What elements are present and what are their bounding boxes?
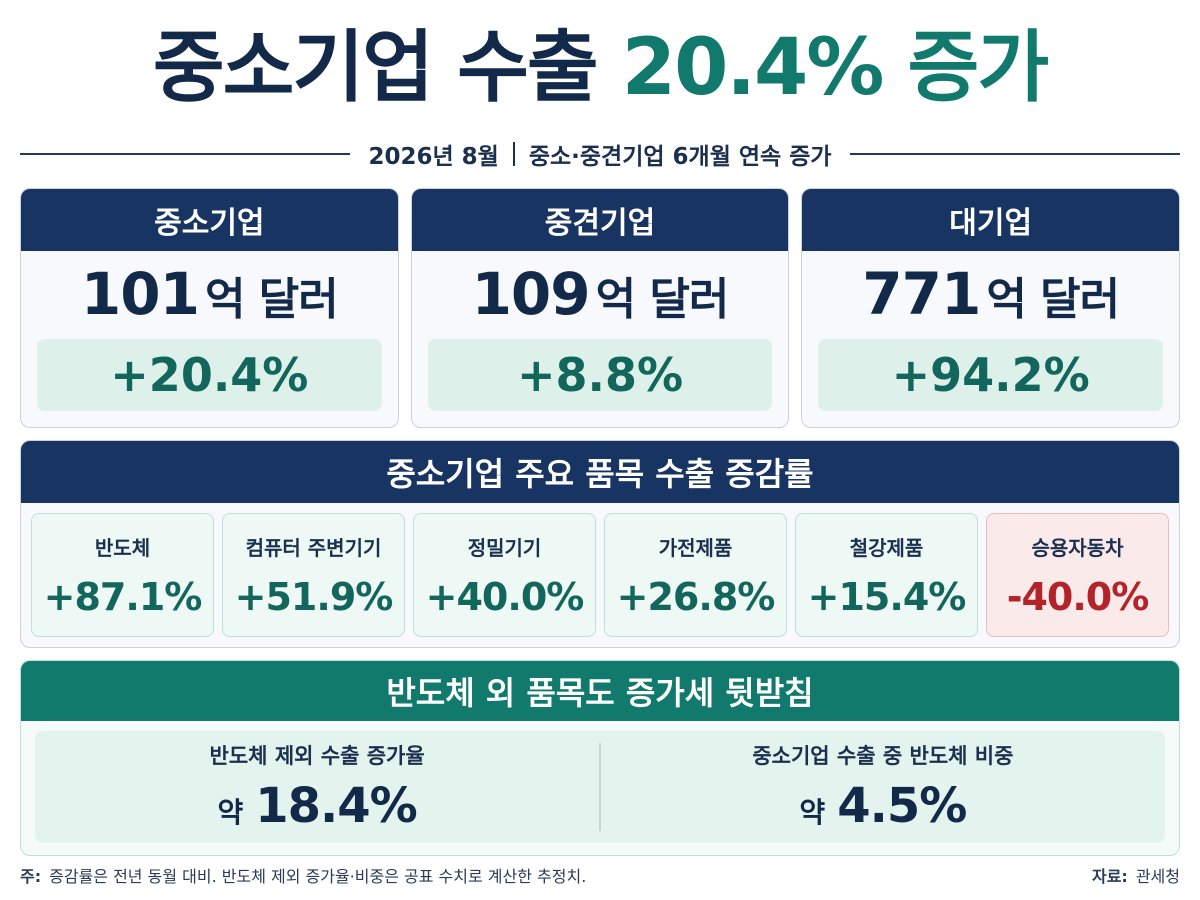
footer-note: 주: 증감률은 전년 동월 대비. 반도체 제외 증가율·비중은 공표 수치로 계… — [20, 863, 586, 887]
card-amount: 771 억 달러 — [802, 253, 1179, 341]
card-title: 중소기업 — [21, 189, 398, 251]
headline-part2: 20.4% 증가 — [621, 23, 1049, 113]
card-amount-unit: 억 달러 — [986, 274, 1120, 325]
stat-number: 4.5% — [837, 778, 967, 834]
items-title: 중소기업 주요 품목 수출 증감률 — [21, 441, 1179, 503]
item-name: 철강제품 — [849, 535, 924, 560]
footer: 주: 증감률은 전년 동월 대비. 반도체 제외 증가율·비중은 공표 수치로 계… — [20, 862, 1180, 888]
item-value: +87.1% — [43, 574, 203, 619]
item-value: +26.8% — [616, 574, 776, 619]
subline-description: 중소·중견기업 6개월 연속 증가 — [528, 144, 832, 170]
card-rate: +94.2% — [818, 339, 1164, 411]
stat-label: 중소기업 수출 중 반도체 비중 — [752, 744, 1014, 768]
card-amount-unit: 억 달러 — [595, 274, 730, 325]
card-amount: 109 억 달러 — [412, 253, 789, 341]
stat-approx: 약 — [217, 796, 244, 829]
item-card: 정밀기기 +40.0% — [413, 513, 596, 637]
stat-divider — [599, 743, 601, 831]
item-value: -40.0% — [1006, 574, 1150, 619]
item-name: 가전제품 — [658, 535, 733, 560]
item-card: 반도체 +87.1% — [31, 513, 214, 637]
stat-label: 반도체 제외 수출 증가율 — [209, 744, 425, 768]
stat-value: 약 18.4% — [217, 778, 418, 834]
card-midsize: 중견기업 109 억 달러 +8.8% — [410, 188, 790, 428]
item-card: 컴퓨터 주변기기 +51.9% — [222, 513, 405, 637]
subline-separator — [512, 142, 515, 166]
item-value: +40.0% — [425, 574, 585, 619]
item-name: 컴퓨터 주변기기 — [245, 535, 382, 560]
footer-source-label: 자료: — [1091, 867, 1128, 886]
item-name: 반도체 — [94, 535, 151, 560]
item-value: +15.4% — [807, 574, 967, 619]
stat-ex-semiconductor-growth: 반도체 제외 수출 증가율 약 18.4% — [35, 731, 599, 843]
items-panel: 중소기업 주요 품목 수출 증감률 반도체 +87.1% 컴퓨터 주변기기 +5… — [20, 440, 1180, 648]
card-rate: +20.4% — [37, 339, 382, 411]
item-card: 철강제품 +15.4% — [795, 513, 978, 637]
card-amount: 101 억 달러 — [21, 253, 398, 341]
card-amount-number: 101 — [80, 260, 200, 328]
item-value: +51.9% — [234, 574, 394, 619]
subline-rule-right — [849, 153, 1181, 155]
subline-date: 2026년 8월 — [368, 144, 499, 170]
support-body: 반도체 제외 수출 증가율 약 18.4% 중소기업 수출 중 반도체 비중 약… — [35, 731, 1165, 843]
card-sme: 중소기업 101 억 달러 +20.4% — [20, 188, 399, 428]
card-amount-number: 771 — [862, 260, 981, 328]
item-card: 가전제품 +26.8% — [604, 513, 787, 637]
footer-source: 자료: 관세청 — [1092, 863, 1180, 887]
headline-part1: 중소기업 수출 — [152, 23, 599, 113]
card-title: 대기업 — [802, 189, 1180, 251]
stat-number: 18.4% — [255, 778, 418, 834]
items-grid: 반도체 +87.1% 컴퓨터 주변기기 +51.9% 정밀기기 +40.0% 가… — [21, 503, 1179, 637]
support-title: 반도체 외 품목도 증가세 뒷받침 — [21, 661, 1179, 721]
footer-note-label: 주: — [20, 867, 42, 886]
item-card-negative: 승용자동차 -40.0% — [986, 513, 1169, 637]
stat-semiconductor-share: 중소기업 수출 중 반도체 비중 약 4.5% — [601, 731, 1165, 843]
card-large: 대기업 771 억 달러 +94.2% — [801, 188, 1181, 428]
footer-source-text: 관세청 — [1135, 867, 1180, 886]
card-rate: +8.8% — [427, 339, 773, 411]
stat-value: 약 4.5% — [799, 778, 967, 834]
subline: 2026년 8월 중소·중견기업 6개월 연속 증가 — [20, 134, 1181, 174]
headline: 중소기업 수출 20.4% 증가 — [0, 18, 1200, 118]
card-amount-unit: 억 달러 — [204, 274, 339, 325]
card-amount-number: 109 — [471, 260, 591, 328]
subline-text: 2026년 8월 중소·중견기업 6개월 연속 증가 — [350, 137, 849, 171]
stat-approx: 약 — [799, 796, 826, 829]
support-panel: 반도체 외 품목도 증가세 뒷받침 반도체 제외 수출 증가율 약 18.4% … — [20, 660, 1180, 856]
item-name: 승용자동차 — [1031, 535, 1124, 560]
item-name: 정밀기기 — [467, 535, 542, 560]
footer-note-text: 증감률은 전년 동월 대비. 반도체 제외 증가율·비중은 공표 수치로 계산한… — [49, 867, 587, 886]
company-cards: 중소기업 101 억 달러 +20.4% 중견기업 109 억 달러 +8.8% 대… — [20, 188, 1181, 428]
card-title: 중견기업 — [411, 189, 789, 251]
subline-rule-left — [20, 153, 351, 155]
